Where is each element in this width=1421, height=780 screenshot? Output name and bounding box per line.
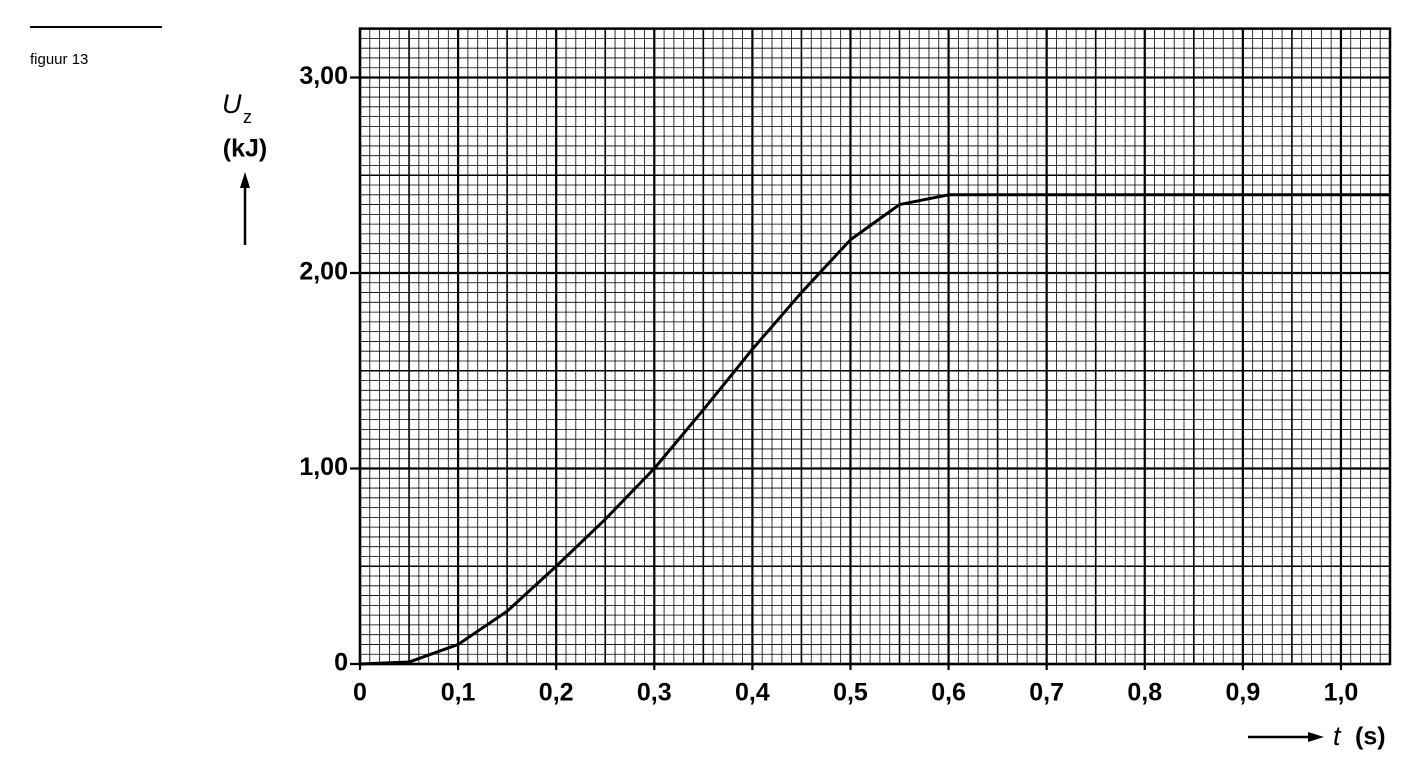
x-tick-label: 0,3 [637, 679, 672, 707]
y-axis-arrow [240, 172, 250, 245]
plot-frame [358, 27, 1392, 666]
y-axis-label-sub: z [243, 107, 252, 127]
x-axis-label: t [1333, 721, 1342, 751]
figure-label: figuur 13 [30, 51, 88, 68]
x-tick-label: 0,6 [931, 679, 966, 707]
y-tick-label: 3,00 [299, 62, 348, 90]
y-tick-label: 0 [334, 649, 348, 677]
x-tick-label: 0,7 [1029, 679, 1064, 707]
x-tick-label: 1,0 [1324, 679, 1359, 707]
y-tick-label: 2,00 [299, 258, 348, 286]
x-tick-label: 0,5 [833, 679, 868, 707]
x-tick-label: 0,9 [1225, 679, 1260, 707]
y-tick-label: 1,00 [299, 453, 348, 481]
x-axis-arrow [1248, 732, 1324, 742]
data-line [359, 193, 1390, 666]
x-tick-label: 0 [353, 679, 367, 707]
y-axis-unit: (kJ) [223, 135, 267, 163]
x-tick-label: 0,4 [735, 679, 770, 707]
x-tick-label: 0,2 [539, 679, 574, 707]
x-tick-label: 0,1 [441, 679, 476, 707]
x-tick-label: 0,8 [1127, 679, 1162, 707]
y-axis-label: U [222, 89, 242, 119]
x-axis-unit: (s) [1355, 723, 1386, 751]
